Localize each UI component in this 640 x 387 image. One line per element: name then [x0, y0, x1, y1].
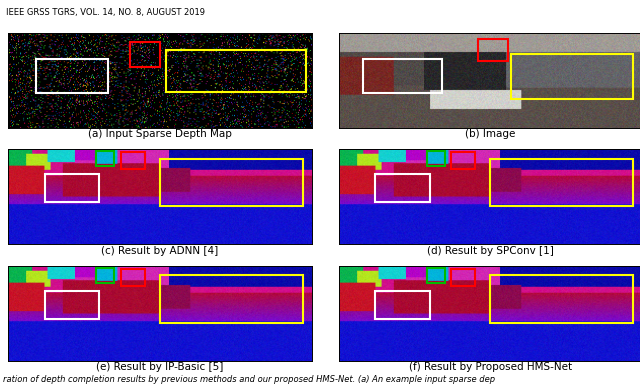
Text: IEEE GRSS TGRS, VOL. 14, NO. 8, AUGUST 2019: IEEE GRSS TGRS, VOL. 14, NO. 8, AUGUST 2…: [6, 8, 205, 17]
Bar: [451, 152, 475, 169]
Text: (d) Result by SPConv [1]: (d) Result by SPConv [1]: [427, 246, 554, 256]
Text: (e) Result by IP-Basic [5]: (e) Result by IP-Basic [5]: [96, 362, 224, 372]
Bar: [160, 159, 303, 206]
Bar: [96, 151, 115, 166]
Bar: [45, 174, 99, 202]
Bar: [451, 269, 475, 286]
Bar: [45, 291, 99, 319]
Bar: [511, 54, 633, 99]
Text: (a) Input Sparse Depth Map: (a) Input Sparse Depth Map: [88, 129, 232, 139]
Bar: [375, 291, 429, 319]
Text: (b) Image: (b) Image: [465, 129, 515, 139]
Bar: [120, 152, 145, 169]
Text: ration of depth completion results by previous methods and our proposed HMS-Net.: ration of depth completion results by pr…: [3, 375, 495, 384]
Bar: [490, 159, 633, 206]
Bar: [130, 43, 160, 67]
Bar: [96, 268, 115, 283]
Text: (f) Result by Proposed HMS-Net: (f) Result by Proposed HMS-Net: [409, 362, 572, 372]
Text: (c) Result by ADNN [4]: (c) Result by ADNN [4]: [101, 246, 219, 256]
Bar: [36, 60, 108, 92]
Bar: [426, 151, 445, 166]
Bar: [363, 60, 442, 92]
Bar: [375, 174, 429, 202]
Bar: [160, 276, 303, 323]
Bar: [490, 276, 633, 323]
Bar: [166, 50, 306, 92]
Bar: [478, 39, 508, 62]
Bar: [426, 268, 445, 283]
Bar: [120, 269, 145, 286]
